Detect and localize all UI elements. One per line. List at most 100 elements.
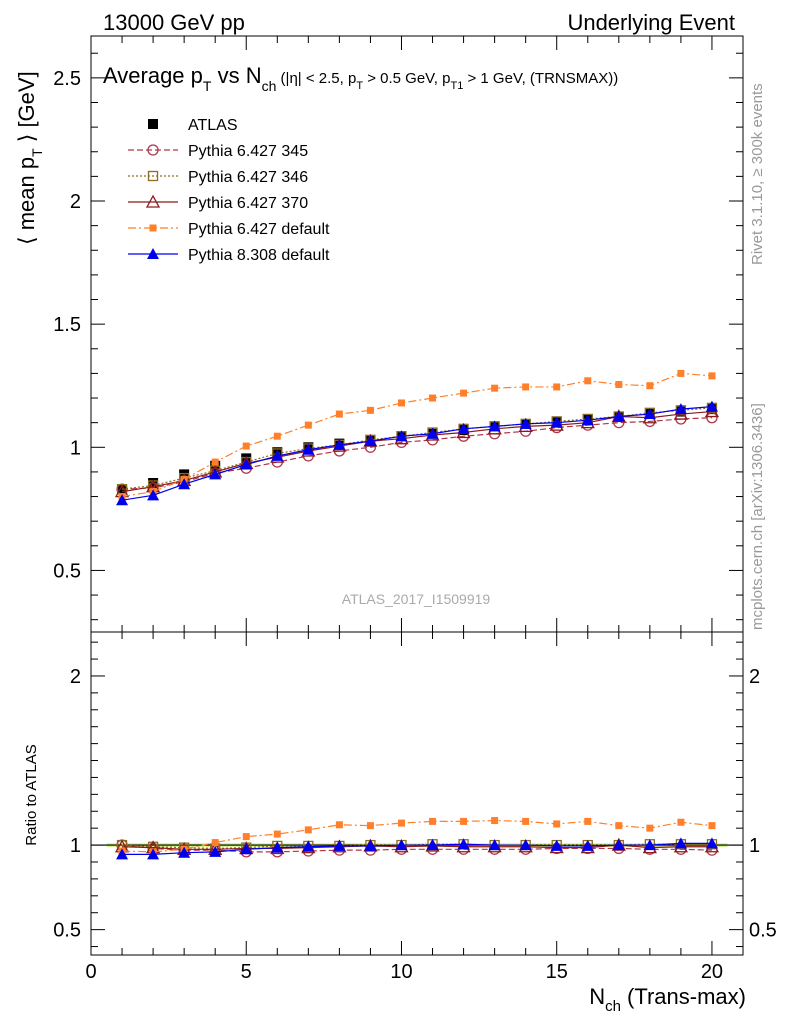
ratio-point-p8def (643, 839, 656, 851)
data-point-p6def (304, 421, 312, 429)
ratio-point-p6def (460, 817, 468, 825)
data-point-p6def (522, 383, 530, 391)
data-point-p8def (209, 468, 222, 480)
analysis-watermark: ATLAS_2017_I1509919 (342, 591, 491, 607)
ratio-point-p8def (302, 840, 315, 852)
ratio-point-p8def (116, 848, 129, 860)
data-point-p6def (335, 410, 343, 418)
ratio-ytick-label-right: 1 (749, 835, 760, 857)
ratio-point-p8def (364, 839, 377, 851)
data-point-p6def (366, 406, 374, 414)
data-point-p8def (178, 478, 191, 490)
data-point-p6def (584, 377, 592, 385)
data-point-p6def (273, 432, 281, 440)
main-ytick-label: 1 (70, 437, 81, 459)
series-p345 (116, 412, 718, 495)
legend-marker-p6def (149, 224, 157, 232)
ratio-point-p6def (646, 824, 654, 832)
legend-marker-p370 (145, 194, 161, 208)
ratio-ytick-label-right: 0.5 (749, 920, 777, 942)
ratio-point-p6def (242, 833, 250, 841)
rivet-label: Rivet 3.1.10, ≥ 300k events (749, 83, 766, 265)
ratio-ytick-labels: 0.5 0.5 1 1 2 2 (53, 666, 777, 942)
ratio-point-p6def (273, 830, 281, 838)
data-point-p8def (364, 435, 377, 447)
legend-label: Pythia 8.308 default (188, 247, 330, 264)
legend-item-p346: Pythia 6.427 346 (128, 169, 308, 186)
ratio-point-p8def (581, 839, 594, 851)
data-point-p8def (333, 438, 346, 450)
series-line-p8def (121, 406, 712, 501)
ratio-series-p8def (116, 837, 718, 860)
ratio-point-p8def (550, 839, 563, 851)
ratio-point-p8def (612, 839, 625, 851)
data-point-p8def (457, 422, 470, 434)
data-point-p8def (550, 416, 563, 428)
ratio-point-p8def (178, 846, 191, 858)
main-ytick-label: 1.5 (53, 314, 81, 336)
ratio-point-p8def (488, 839, 501, 851)
ratio-point-p8def (209, 845, 222, 857)
main-ylabel: ⟨ mean pT ⟩ [GeV] (14, 71, 45, 245)
ratio-point-p8def (147, 848, 160, 860)
legend-marker-p346 (147, 170, 159, 182)
ratio-ytick-label-left: 0.5 (53, 920, 81, 942)
legend-label: Pythia 6.427 345 (188, 143, 308, 160)
header-left: 13000 GeV pp (103, 10, 245, 35)
ratio-point-p6def (429, 817, 437, 825)
ratio-ylabel: Ratio to ATLAS (23, 744, 40, 845)
plot-title: Average pT vs Nch (|η| < 2.5, pT > 0.5 G… (103, 63, 618, 94)
legend-item-p345: Pythia 6.427 345 (128, 143, 308, 160)
data-point-p8def (581, 414, 594, 426)
ratio-point-p6def (366, 822, 374, 830)
data-point-p8def (705, 400, 718, 412)
series-atlas (117, 404, 717, 495)
data-point-p8def (240, 458, 253, 470)
data-point-p8def (147, 489, 160, 501)
data-point-p6def (553, 383, 561, 391)
data-point-p6def (211, 458, 219, 466)
ratio-point-p8def (333, 839, 346, 851)
ratio-series-p6def (118, 817, 716, 856)
main-ytick-label: 2.5 (53, 68, 81, 90)
series-line-p346 (121, 407, 712, 490)
data-point-p8def (302, 443, 315, 455)
data-point-p8def (643, 408, 656, 420)
legend-marker-p345 (147, 144, 159, 156)
mcplots-label: mcplots.cern.ch [arXiv:1306.3436] (749, 403, 766, 630)
xlabel: Nch (Trans-max) (589, 984, 746, 1015)
ratio-point-p6def (335, 821, 343, 829)
ratio-xtick-label: 5 (241, 961, 252, 983)
data-point-p6def (677, 369, 685, 377)
ratio-point-p8def (457, 838, 470, 850)
ratio-point-p6def (211, 839, 219, 847)
data-point-p8def (612, 410, 625, 422)
ratio-point-p8def (674, 837, 687, 849)
legend-item-p6def: Pythia 6.427 default (128, 221, 330, 238)
data-point-p6def (708, 372, 716, 380)
ratio-point-p6def (584, 817, 592, 825)
ratio-series (91, 817, 743, 860)
ratio-point-p8def (240, 843, 253, 855)
ratio-point-p6def (397, 819, 405, 827)
ratio-point-p6def (553, 820, 561, 828)
ratio-point-p8def (426, 839, 439, 851)
ratio-xtick-label: 15 (546, 961, 568, 983)
series-p8def (116, 400, 718, 506)
series-p370 (114, 404, 720, 498)
ratio-ytick-label-left: 1 (70, 835, 81, 857)
legend-marker-p8def (147, 248, 159, 259)
legend-item-atlas: ATLAS (148, 117, 238, 134)
data-point-p6def (242, 442, 250, 450)
ratio-point-p6def (677, 818, 685, 826)
ratio-xtick-label: 10 (390, 961, 412, 983)
ratio-point-p8def (705, 837, 718, 849)
ratio-point-p8def (519, 839, 532, 851)
data-point-p6def (397, 399, 405, 407)
data-point-p6def (615, 380, 623, 388)
ratio-ticks (90, 632, 744, 955)
ratio-point-p8def (271, 841, 284, 853)
main-ytick-label: 2 (70, 191, 81, 213)
ratio-xtick-labels: 0 5 10 15 20 (85, 961, 723, 983)
legend-item-p8def: Pythia 8.308 default (128, 247, 330, 264)
